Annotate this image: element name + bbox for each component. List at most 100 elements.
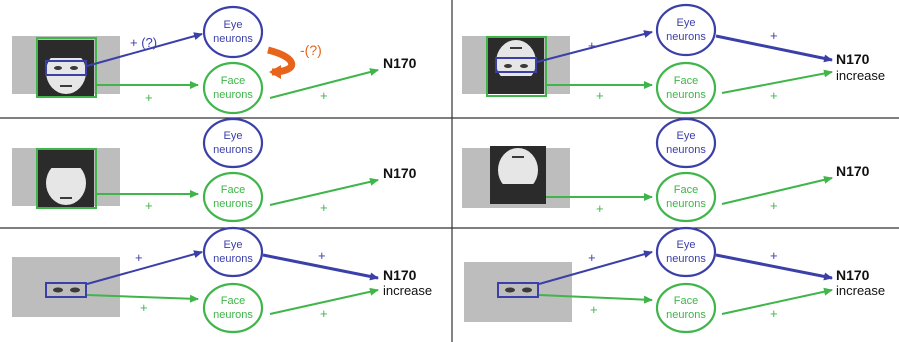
eye-roi-box xyxy=(495,57,537,73)
eye-pathway-sign: + (?) xyxy=(130,35,157,50)
face-pathway-sign: + xyxy=(596,201,604,216)
eye-neurons-label-line1: Eye xyxy=(677,239,696,251)
eye-neurons-label-line1: Eye xyxy=(677,130,696,142)
eye-neurons-node xyxy=(202,5,264,59)
face-roi-box xyxy=(36,37,97,98)
face-neurons-label-line2: neurons xyxy=(666,309,706,321)
n170-label: N170 xyxy=(383,55,417,71)
face-neurons-label-line2: neurons xyxy=(213,198,253,210)
face-pathway-sign: + xyxy=(145,90,153,105)
face-pathway-sign: + xyxy=(590,302,598,317)
eye-neurons-label-line1: Eye xyxy=(224,239,243,251)
n170-label: N170 xyxy=(836,267,870,283)
face-pathway-arrow xyxy=(86,294,199,303)
face-neurons-label-line2: neurons xyxy=(213,89,253,101)
face-pathway-arrow xyxy=(538,294,653,304)
face-to-n170-sign: + xyxy=(320,200,328,215)
panel-upright-eyes-only: + + Eye neurons Face neurons + + N170 in… xyxy=(12,226,432,334)
eye-pathway-sign: + xyxy=(135,250,143,265)
face-to-n170-sign: + xyxy=(770,198,778,213)
face-neurons-label-line1: Face xyxy=(221,184,245,196)
face-to-n170-sign: + xyxy=(770,306,778,321)
eye-roi-box xyxy=(497,282,539,298)
inverted-face-no-eyes-image xyxy=(490,146,546,204)
eye-pathway-sign: + xyxy=(588,38,596,53)
eye-neurons-label-line2: neurons xyxy=(213,144,253,156)
n170-label: N170 xyxy=(836,51,870,67)
face-neurons-node xyxy=(202,282,264,334)
face-to-n170-sign: + xyxy=(770,88,778,103)
upright-eyes-image xyxy=(53,287,80,293)
face-to-n170-arrow xyxy=(269,177,379,206)
eye-neurons-label-line1: Eye xyxy=(224,130,243,142)
n170-increase-label: increase xyxy=(836,283,885,298)
stimulus-background xyxy=(464,262,572,322)
face-neurons-label-line2: neurons xyxy=(666,89,706,101)
eye-neurons-label-line2: neurons xyxy=(213,253,253,265)
face-neurons-node xyxy=(655,282,717,334)
eye-neurons-label-line2: neurons xyxy=(213,33,253,45)
inverted-eyes-image xyxy=(505,287,532,293)
eye-to-n170-arrow xyxy=(715,253,833,281)
panel-upright-no-eyes: + Eye neurons Face neurons + N170 xyxy=(12,117,417,223)
eye-pathway-arrow xyxy=(536,30,653,63)
face-pathway-sign: + xyxy=(145,198,153,213)
face-neurons-label-line1: Face xyxy=(674,295,698,307)
eye-pathway-sign: + xyxy=(588,250,596,265)
panel-inverted-face: + + Eye neurons Face neurons + + N170 in… xyxy=(462,3,885,115)
eye-neurons-node xyxy=(655,226,717,278)
eye-pathway-arrow xyxy=(538,250,653,285)
face-pathway-sign: + xyxy=(596,88,604,103)
eye-to-n170-arrow xyxy=(715,34,833,63)
eye-neurons-label-line2: neurons xyxy=(666,144,706,156)
eye-to-n170-sign: + xyxy=(318,248,326,263)
face-to-n170-arrow xyxy=(721,69,833,94)
n170-label: N170 xyxy=(836,163,870,179)
face-neurons-node xyxy=(202,171,264,223)
face-pathway-sign: + xyxy=(140,300,148,315)
n170-label: N170 xyxy=(383,165,417,181)
n170-increase-label: increase xyxy=(383,283,432,298)
face-neurons-node xyxy=(202,61,264,115)
face-neurons-label-line1: Face xyxy=(674,184,698,196)
eye-neurons-label-line1: Eye xyxy=(224,19,243,31)
face-neurons-label-line2: neurons xyxy=(213,309,253,321)
eye-neurons-node xyxy=(202,117,264,169)
eye-neurons-node xyxy=(655,117,717,169)
face-to-n170-arrow xyxy=(721,175,833,205)
face-to-n170-arrow xyxy=(269,68,379,99)
eye-neurons-label-line1: Eye xyxy=(677,17,696,29)
face-roi-box xyxy=(36,148,97,209)
face-to-n170-sign: + xyxy=(320,306,328,321)
face-to-n170-arrow xyxy=(269,287,379,315)
face-neurons-label-line1: Face xyxy=(674,75,698,87)
panel-inverted-no-eyes: + Eye neurons Face neurons + N170 xyxy=(462,117,870,223)
inhibition-arrow xyxy=(267,46,296,79)
face-neurons-node xyxy=(655,171,717,223)
eye-roi-box xyxy=(45,60,87,76)
inhibition-label: -(?) xyxy=(300,42,322,58)
eye-neurons-node xyxy=(202,226,264,278)
eye-neurons-node xyxy=(655,3,717,57)
face-neurons-label-line2: neurons xyxy=(666,198,706,210)
eye-to-n170-arrow xyxy=(262,253,379,281)
eye-neurons-label-line2: neurons xyxy=(666,253,706,265)
eye-pathway-arrow xyxy=(86,32,203,67)
face-roi-box xyxy=(486,36,547,97)
eye-to-n170-sign: + xyxy=(770,28,778,43)
eye-to-n170-sign: + xyxy=(770,248,778,263)
n170-label: N170 xyxy=(383,267,417,283)
face-neurons-label-line1: Face xyxy=(221,295,245,307)
eye-roi-box xyxy=(45,282,87,298)
upright-face-no-eyes-image xyxy=(38,150,94,207)
eye-neurons-label-line2: neurons xyxy=(666,31,706,43)
face-to-n170-arrow xyxy=(721,287,833,315)
eye-pathway-arrow xyxy=(86,250,203,285)
stimulus-background xyxy=(12,257,120,317)
n170-increase-label: increase xyxy=(836,68,885,83)
panel-upright-face: + (?) + Eye neurons Face neurons -(?) + … xyxy=(12,5,417,115)
face-neurons-node xyxy=(655,61,717,115)
face-neurons-label-line1: Face xyxy=(221,75,245,87)
face-to-n170-sign: + xyxy=(320,88,328,103)
